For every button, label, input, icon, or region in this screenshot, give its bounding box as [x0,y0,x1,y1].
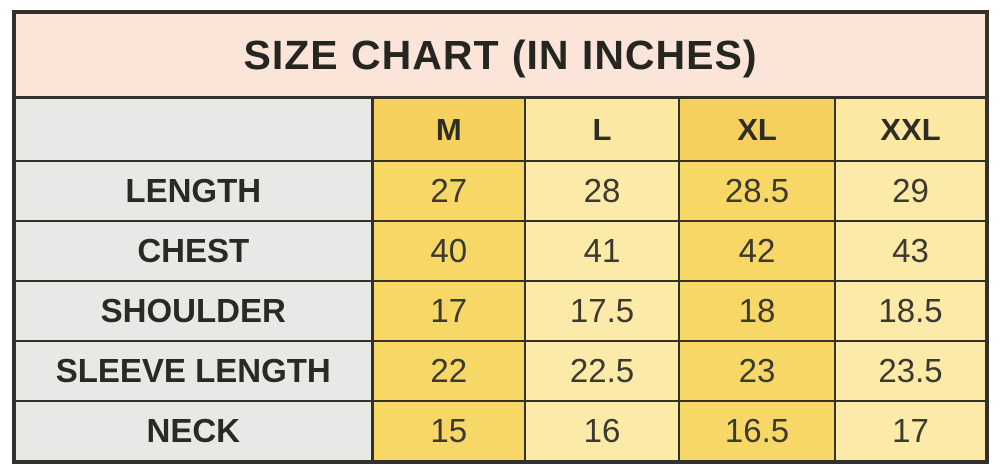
table-row-length: LENGTH 27 28 28.5 29 [13,160,988,222]
shoulder-m-value: 17 [371,280,526,342]
row-label-shoulder: SHOULDER [13,280,374,342]
size-header-row: M L XL XXL [13,96,988,162]
table-row-sleeve-length: SLEEVE LENGTH 22 22.5 23 23.5 [13,340,988,402]
corner-cell [13,96,374,162]
neck-m-value: 15 [371,400,526,463]
table-row-shoulder: SHOULDER 17 17.5 18 18.5 [13,280,988,342]
title-row: SIZE CHART (IN INCHES) [13,11,988,99]
sleeve-length-m-value: 22 [371,340,526,402]
table-row-chest: CHEST 40 41 42 43 [13,220,988,282]
length-l-value: 28 [524,160,680,222]
chest-m-value: 40 [371,220,526,282]
chest-l-value: 41 [524,220,680,282]
sleeve-length-xxl-value: 23.5 [834,340,988,402]
length-xl-value: 28.5 [678,160,836,222]
chest-xxl-value: 43 [834,220,988,282]
neck-xl-value: 16.5 [678,400,836,463]
size-chart-table: SIZE CHART (IN INCHES) M L XL XXL LENGTH… [12,10,989,464]
shoulder-xxl-value: 18.5 [834,280,988,342]
row-label-chest: CHEST [13,220,374,282]
chart-title: SIZE CHART (IN INCHES) [13,11,988,99]
table-row-neck: NECK 15 16 16.5 17 [13,400,988,463]
row-label-sleeve-length: SLEEVE LENGTH [13,340,374,402]
neck-l-value: 16 [524,400,680,463]
sleeve-length-xl-value: 23 [678,340,836,402]
row-label-length: LENGTH [13,160,374,222]
column-header-xl: XL [678,96,836,162]
column-header-xxl: XXL [834,96,988,162]
neck-xxl-value: 17 [834,400,988,463]
chest-xl-value: 42 [678,220,836,282]
shoulder-xl-value: 18 [678,280,836,342]
shoulder-l-value: 17.5 [524,280,680,342]
sleeve-length-l-value: 22.5 [524,340,680,402]
column-header-m: M [371,96,526,162]
length-m-value: 27 [371,160,526,222]
column-header-l: L [524,96,680,162]
length-xxl-value: 29 [834,160,988,222]
row-label-neck: NECK [13,400,374,463]
